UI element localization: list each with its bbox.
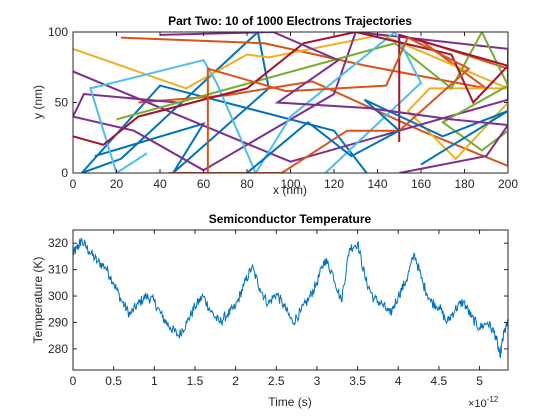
temperature-x-tick-label: 0.5 xyxy=(105,374,122,388)
temperature-y-axis-label: Temperature (K) xyxy=(31,257,45,344)
trajectory-x-axis-label: x (nm) xyxy=(273,183,307,197)
temperature-y-tick-label: 300 xyxy=(48,289,68,303)
trajectory-x-tick-label: 140 xyxy=(367,177,387,191)
temperature-y-tick-label: 280 xyxy=(48,342,68,356)
temperature-x-tick-label: 4.5 xyxy=(431,374,448,388)
temperature-x-tick-label: 3 xyxy=(314,374,321,388)
temperature-x-tick-label: 4 xyxy=(395,374,402,388)
temperature-y-tick-label: 290 xyxy=(48,315,68,329)
temperature-x-multiplier-exponent: -12 xyxy=(487,395,499,404)
trajectory-x-tick-label: 180 xyxy=(454,177,474,191)
temperature-x-tick-label: 2 xyxy=(232,374,239,388)
trajectory-title: Part Two: 10 of 1000 Electrons Trajector… xyxy=(168,14,412,28)
temperature-x-axis-label: Time (s) xyxy=(268,395,312,409)
trajectory-x-tick-label: 20 xyxy=(110,177,124,191)
temperature-title: Semiconductor Temperature xyxy=(209,212,372,226)
temperature-x-tick-label: 5 xyxy=(476,374,483,388)
trajectory-y-axis-label: y (nm) xyxy=(31,85,45,119)
temperature-x-tick-label: 1 xyxy=(151,374,158,388)
temperature-x-multiplier-base: ×10 xyxy=(468,398,487,410)
temperature-y-tick-label: 320 xyxy=(48,236,68,250)
trajectory-x-tick-label: 160 xyxy=(411,177,431,191)
temperature-x-tick-label: 3.5 xyxy=(349,374,366,388)
trajectory-x-tick-label: 0 xyxy=(70,177,77,191)
trajectory-x-tick-label: 40 xyxy=(153,177,167,191)
temperature-x-tick-label: 1.5 xyxy=(187,374,204,388)
trajectory-x-tick-label: 120 xyxy=(324,177,344,191)
trajectory-x-tick-label: 60 xyxy=(197,177,211,191)
trajectory-x-tick-label: 80 xyxy=(240,177,254,191)
trajectory-y-tick-label: 50 xyxy=(55,96,69,110)
trajectory-x-tick-label: 200 xyxy=(498,177,518,191)
trajectory-y-tick-label: 0 xyxy=(61,166,68,180)
temperature-x-tick-label: 0 xyxy=(70,374,77,388)
trajectory-y-tick-label: 100 xyxy=(48,25,68,39)
temperature-y-tick-label: 310 xyxy=(48,263,68,277)
temperature-x-tick-label: 2.5 xyxy=(268,374,285,388)
